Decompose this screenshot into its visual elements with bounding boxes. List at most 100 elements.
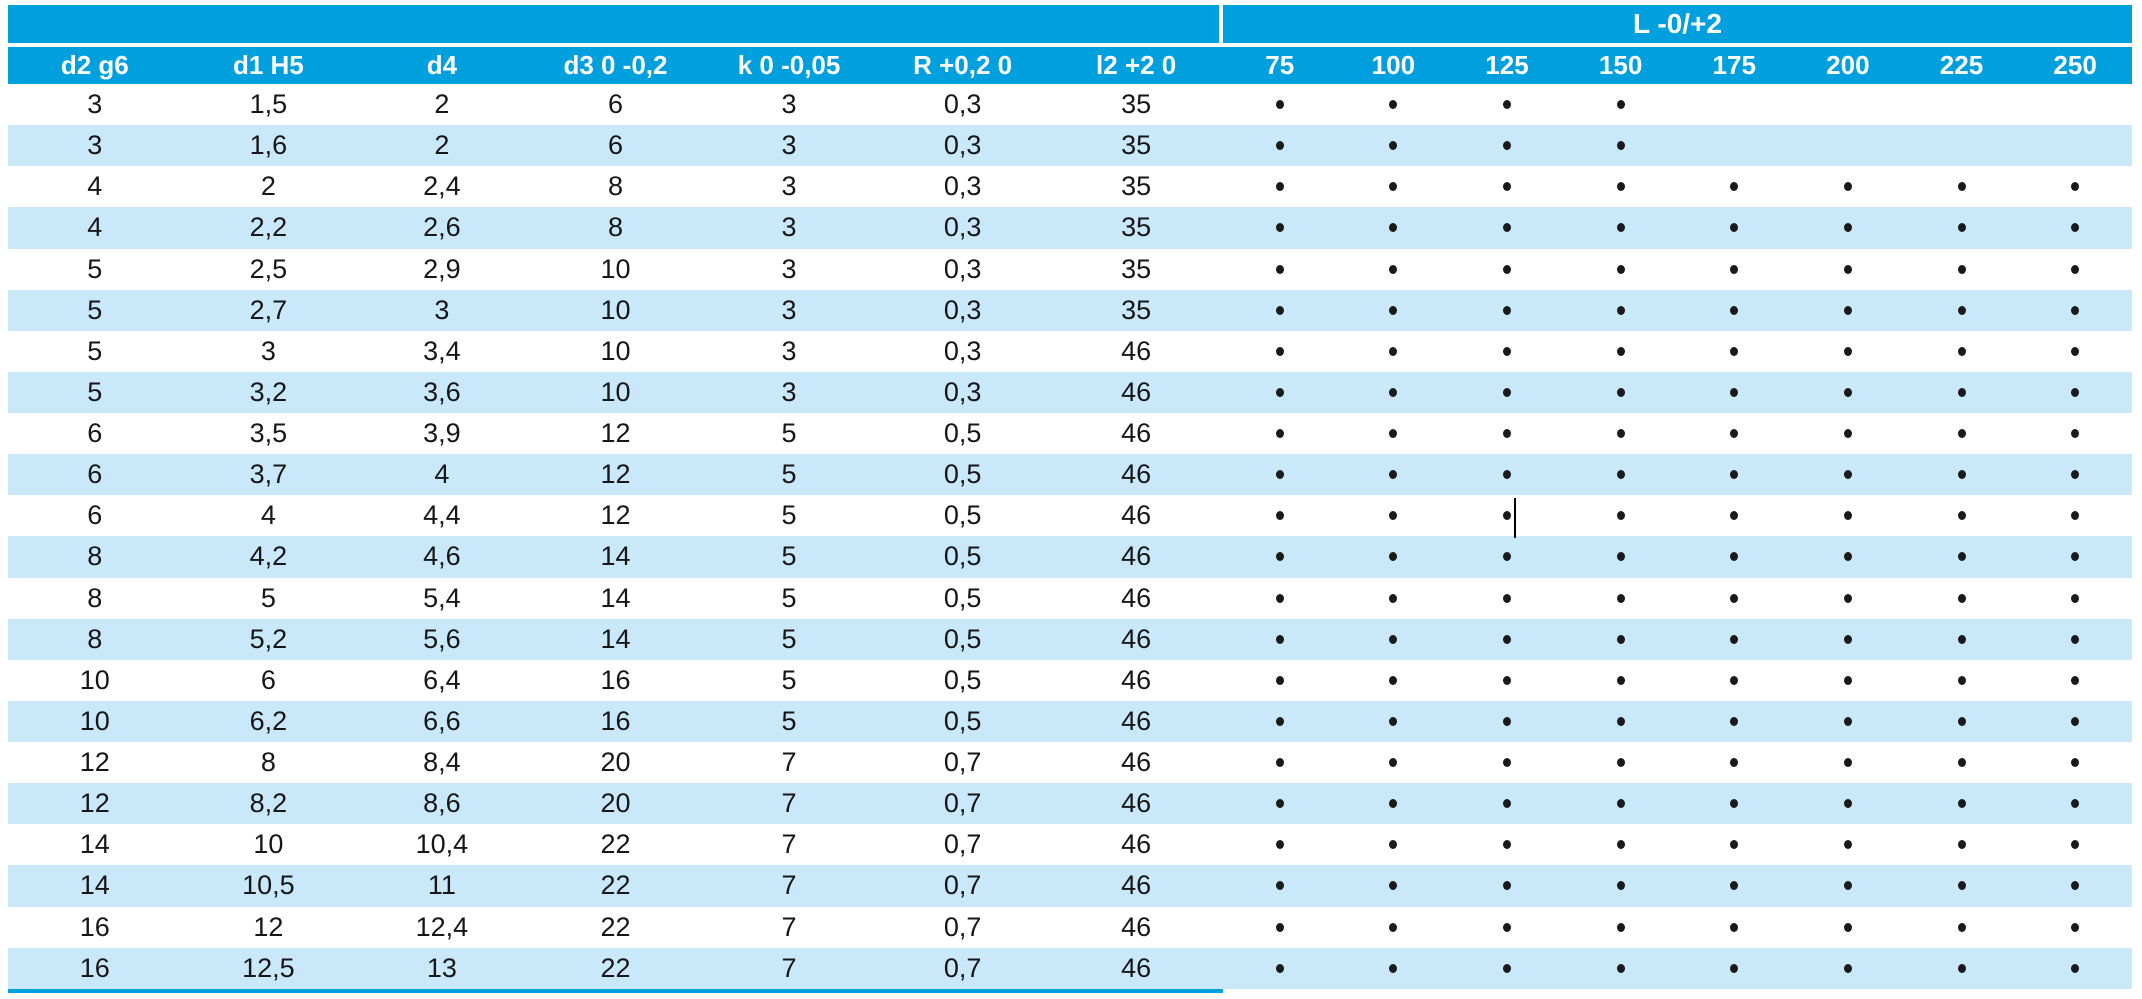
availability-dot-icon xyxy=(1957,840,1966,850)
availability-dot-icon xyxy=(1616,552,1625,562)
availability-dot-icon xyxy=(1389,881,1398,891)
availability-dot-icon xyxy=(2071,840,2080,850)
availability-dot-icon xyxy=(1843,387,1852,397)
cell-length-75 xyxy=(1223,701,1337,742)
cell-length-125 xyxy=(1450,660,1564,701)
cell-length-150 xyxy=(1564,372,1678,413)
availability-dot-icon xyxy=(1730,264,1739,274)
cell-length-225 xyxy=(1905,372,2019,413)
cell-d2-g6: 14 xyxy=(79,870,110,901)
availability-dot-icon xyxy=(1503,305,1511,315)
cell-length-150 xyxy=(1564,413,1678,454)
cell-length-200 xyxy=(1791,742,1905,783)
availability-dot-icon xyxy=(1730,922,1739,932)
availability-dot-icon xyxy=(1275,881,1284,891)
cell-l2: 35 xyxy=(1121,294,1152,325)
availability-dot-icon xyxy=(2071,963,2080,973)
cell-r: 0,3 xyxy=(943,89,982,120)
cell-length-125 xyxy=(1450,125,1564,166)
availability-dot-icon xyxy=(1843,716,1852,726)
cell-length-150 xyxy=(1564,290,1678,331)
availability-dot-icon xyxy=(1389,922,1398,932)
cell-d1-h5: 5 xyxy=(260,582,276,613)
availability-dot-icon xyxy=(1957,758,1966,768)
cell-length-175 xyxy=(1677,742,1791,783)
cell-length-175 xyxy=(1677,907,1791,948)
table-row: 5 2,7 3 10 3 0,3 35 xyxy=(8,289,2132,331)
cell-l2: 46 xyxy=(1121,747,1152,778)
availability-dot-icon xyxy=(1616,182,1625,192)
availability-dot-icon xyxy=(1730,511,1739,521)
table-row: 6 3,5 3,9 12 5 0,5 46 xyxy=(8,413,2132,455)
cell-length-175 xyxy=(1677,619,1791,660)
cell-length-200 xyxy=(1791,166,1905,207)
cell-k: 3 xyxy=(781,253,797,284)
cell-d2-g6: 4 xyxy=(87,212,103,243)
availability-dot-icon xyxy=(1730,346,1739,356)
cell-length-250 xyxy=(2018,84,2132,125)
cell-length-100 xyxy=(1337,701,1451,742)
cell-d3: 10 xyxy=(600,335,631,366)
table-row: 12 8 8,4 20 7 0,7 46 xyxy=(8,742,2132,784)
availability-dot-icon xyxy=(1503,675,1511,685)
cell-length-150 xyxy=(1564,166,1678,207)
cell-length-225 xyxy=(1905,865,2019,906)
cell-d2-g6: 10 xyxy=(79,664,110,695)
cell-length-175 xyxy=(1677,701,1791,742)
table-row: 5 2,5 2,9 10 3 0,3 35 xyxy=(8,248,2132,290)
cell-length-75 xyxy=(1223,660,1337,701)
availability-dot-icon xyxy=(1730,429,1739,439)
cell-r: 0,5 xyxy=(943,459,982,490)
cell-d4: 2,4 xyxy=(423,171,461,202)
availability-dot-icon xyxy=(1957,552,1966,562)
cell-k: 5 xyxy=(781,664,797,695)
cell-d2-g6: 5 xyxy=(87,376,103,407)
cell-length-75 xyxy=(1223,372,1337,413)
availability-dot-icon xyxy=(1616,305,1625,315)
availability-dot-icon xyxy=(1503,799,1511,809)
column-header-length-250: 250 xyxy=(2053,50,2097,80)
availability-dot-icon xyxy=(1503,100,1511,110)
availability-dot-icon xyxy=(1843,305,1852,315)
availability-dot-icon xyxy=(1730,182,1739,192)
availability-dot-icon xyxy=(1275,182,1284,192)
cell-d3: 10 xyxy=(600,253,631,284)
cell-k: 3 xyxy=(781,335,797,366)
availability-dot-icon xyxy=(1389,182,1398,192)
availability-dot-icon xyxy=(1503,346,1511,356)
availability-dot-icon xyxy=(1957,470,1966,480)
cell-length-200 xyxy=(1791,783,1905,824)
availability-dot-icon xyxy=(1503,758,1511,768)
availability-dot-icon xyxy=(1616,758,1625,768)
cell-length-200 xyxy=(1791,865,1905,906)
cell-length-200 xyxy=(1791,824,1905,865)
cell-k: 3 xyxy=(781,171,797,202)
availability-dot-icon xyxy=(1503,840,1511,850)
availability-dot-icon xyxy=(1275,141,1284,151)
cell-d1-h5: 8 xyxy=(260,747,276,778)
column-header-length-225: 225 xyxy=(1939,50,1984,80)
cell-l2: 46 xyxy=(1121,870,1152,901)
cell-d4: 3,4 xyxy=(423,335,461,366)
cell-d4: 4 xyxy=(434,459,450,490)
availability-dot-icon xyxy=(1503,552,1511,562)
availability-dot-icon xyxy=(1843,182,1852,192)
table-row: 3 1,5 2 6 3 0,3 35 xyxy=(8,84,2132,126)
cell-r: 0,5 xyxy=(943,541,982,572)
cell-d3: 12 xyxy=(600,500,631,531)
cell-d1-h5: 5,2 xyxy=(249,623,288,654)
cell-d3: 8 xyxy=(607,171,623,202)
cell-d2-g6: 6 xyxy=(87,500,103,531)
header-horizontal-divider xyxy=(8,43,2132,47)
availability-dot-icon xyxy=(1616,922,1625,932)
cell-length-75 xyxy=(1223,413,1337,454)
availability-dot-icon xyxy=(1389,675,1398,685)
availability-dot-icon xyxy=(1730,634,1739,644)
cell-d2-g6: 8 xyxy=(87,541,103,572)
table-row: 16 12 12,4 22 7 0,7 46 xyxy=(8,906,2132,948)
cell-length-100 xyxy=(1337,413,1451,454)
cell-d4: 5,6 xyxy=(423,623,461,654)
availability-dot-icon xyxy=(1730,675,1739,685)
cell-length-250 xyxy=(2018,166,2132,207)
